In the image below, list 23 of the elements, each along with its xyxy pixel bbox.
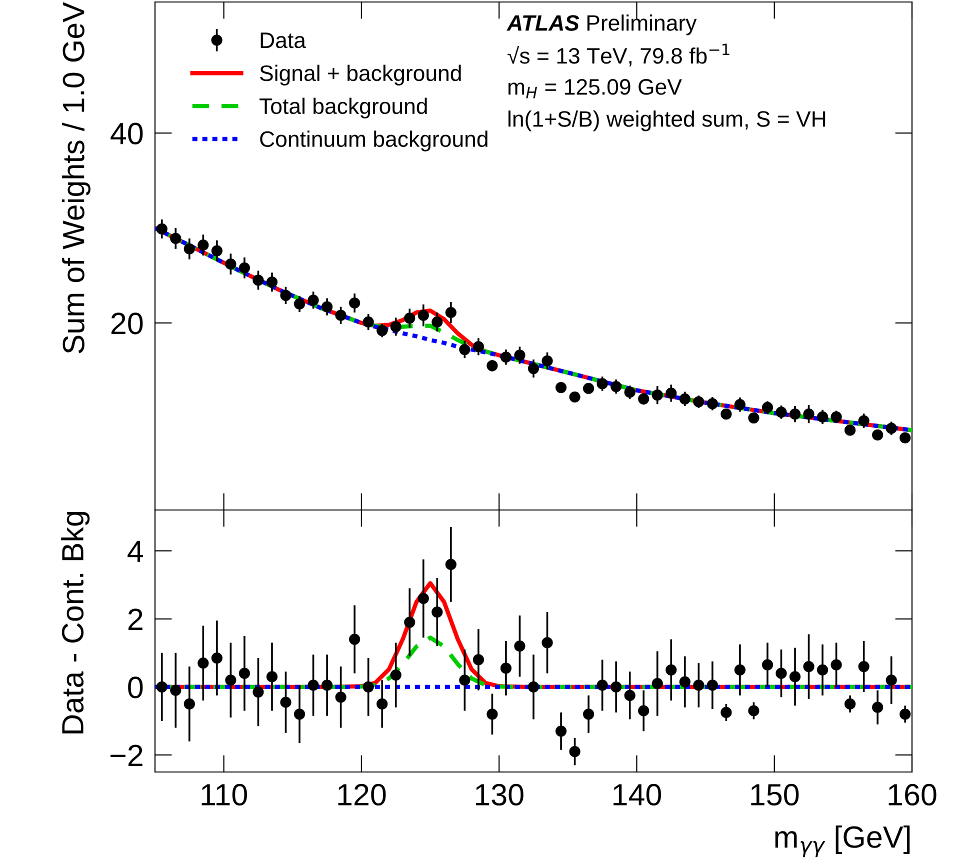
annotation: ln(1+S/B) weighted sum, S = VH bbox=[508, 110, 826, 132]
y-tick-label: −2 bbox=[110, 744, 142, 766]
y-tick-label: 0 bbox=[128, 676, 143, 698]
x-tick-label: 140 bbox=[614, 784, 662, 806]
x-tick-label: 160 bbox=[888, 784, 936, 806]
y-tick-label: 2 bbox=[128, 608, 142, 630]
x-tick-label: 130 bbox=[476, 784, 524, 806]
x-axis-title: m$_{γγ}$ [GeV] bbox=[775, 825, 910, 858]
annotation: m$_{H}$ = 125.09 GeV bbox=[508, 79, 682, 98]
y-tick-label: 4 bbox=[128, 540, 143, 562]
legend-label: Data bbox=[260, 32, 306, 48]
legend-label: Continuum background bbox=[260, 130, 488, 152]
legend-label: Signal + background bbox=[260, 64, 461, 86]
x-tick-label: 110 bbox=[202, 784, 247, 806]
y-tick-label: 40 bbox=[110, 122, 143, 144]
x-tick-label: 120 bbox=[338, 784, 386, 806]
y-axis-title: Data - Cont. Bkg bbox=[61, 512, 90, 734]
y-tick-label: 20 bbox=[111, 312, 143, 334]
legend-label: Total background bbox=[260, 98, 427, 118]
annotation: ATLAS Preliminary bbox=[506, 14, 697, 36]
annotation: √s = 13 TeV, 79.8 fb$^{−1}$ bbox=[508, 44, 730, 66]
x-tick-label: 150 bbox=[751, 784, 799, 806]
y-axis-title: Sum of Weights / 1.0 GeV bbox=[62, 2, 90, 354]
